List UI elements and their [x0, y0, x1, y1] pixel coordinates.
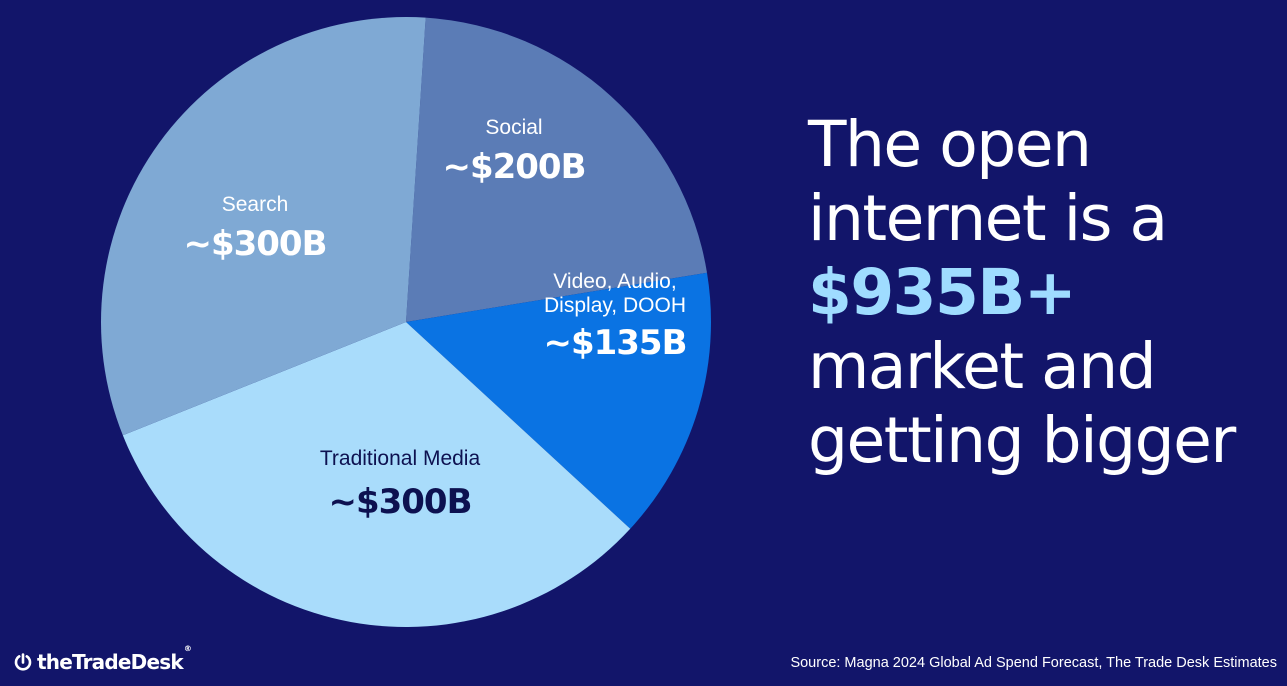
headline: The open internet is a $935B+ market and…: [808, 108, 1278, 478]
slice-label-video-audio-display-dooh: Video, Audio, Display, DOOH ~$135B: [520, 270, 710, 363]
slice-value-search: ~$300B: [183, 224, 327, 265]
slice-label-traditional-media: Traditional Media ~$300B: [290, 447, 510, 522]
slice-value-traditional-media: ~$300B: [328, 482, 472, 523]
pie-slice-social: [406, 17, 707, 322]
headline-line-4: market and: [808, 330, 1157, 403]
slice-name-search: Search: [221, 193, 289, 216]
headline-line-2: internet is a: [808, 182, 1168, 255]
slice-name-traditional-media: Traditional Media: [319, 447, 481, 470]
headline-line-1: The open: [808, 108, 1092, 181]
slice-name-social: Social: [485, 116, 543, 139]
pie-slice-search: [101, 17, 426, 436]
logo-text: theTradeDesk®: [37, 644, 192, 674]
slice-value-social: ~$200B: [442, 147, 586, 188]
slice-label-social: Social ~$200B: [410, 116, 618, 187]
slice-value-video: ~$135B: [543, 323, 687, 364]
tradedesk-logo: theTradeDesk®: [14, 644, 192, 674]
slice-name-video-line2: Display, DOOH: [544, 294, 686, 318]
slice-label-search: Search ~$300B: [160, 193, 350, 264]
pie-slice-traditional-media: [122, 322, 631, 628]
source-note: Source: Magna 2024 Global Ad Spend Forec…: [790, 655, 1277, 671]
headline-market-size: $935B+: [808, 256, 1077, 329]
tradedesk-logo-icon: [14, 653, 32, 671]
headline-line-5: getting bigger: [808, 404, 1236, 477]
slice-name-video-line1: Video, Audio,: [553, 270, 677, 293]
pie-slice-video-audio-display-dooh: [406, 272, 712, 529]
